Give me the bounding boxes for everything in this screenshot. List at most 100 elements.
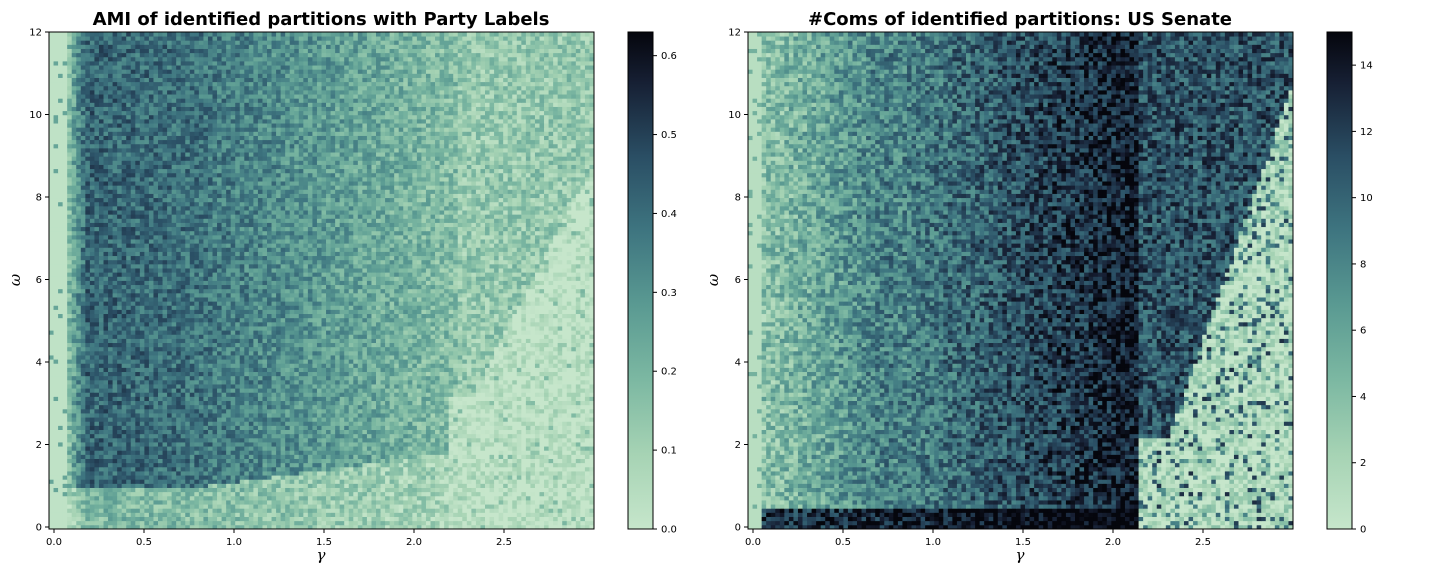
heatmap-cell (326, 379, 331, 385)
heatmap-cell (344, 417, 350, 422)
heatmap-cell (230, 495, 236, 501)
heatmap-cell (389, 487, 395, 493)
heatmap-cell (425, 500, 431, 505)
heatmap-cell (575, 413, 581, 418)
heatmap-cell (180, 421, 186, 426)
heatmap-cell (76, 454, 82, 459)
heatmap-cell (339, 491, 345, 497)
heatmap-cell (212, 375, 218, 381)
heatmap-cell (321, 454, 327, 459)
heatmap-cell (503, 437, 509, 443)
heatmap-cell (507, 508, 513, 513)
heatmap-cell (480, 417, 486, 422)
heatmap-cell (566, 404, 572, 410)
heatmap-cell (407, 479, 413, 484)
heatmap-cell (135, 400, 141, 406)
heatmap-cell (135, 413, 141, 418)
heatmap-cell (253, 516, 259, 522)
heatmap-cell (312, 462, 318, 468)
heatmap-cell (298, 392, 304, 397)
heatmap-cell (366, 421, 372, 426)
heatmap-cell (376, 442, 381, 447)
heatmap-cell (289, 500, 295, 505)
heatmap-cell (435, 425, 440, 430)
heatmap-cell (412, 388, 418, 393)
heatmap-cell (580, 458, 586, 464)
heatmap-cell (326, 495, 331, 501)
heatmap-cell (126, 355, 132, 360)
heatmap-cell (298, 371, 304, 377)
heatmap-cell (439, 425, 445, 430)
heatmap-cell (380, 388, 386, 393)
heatmap-cell (534, 462, 540, 468)
heatmap-cell (466, 359, 472, 364)
heatmap-cell (98, 520, 104, 526)
heatmap-cell (80, 421, 86, 426)
heatmap-cell (135, 524, 141, 530)
heatmap-cell (425, 483, 431, 488)
heatmap-cell (307, 479, 313, 484)
heatmap-cell (430, 454, 436, 459)
heatmap-cell (430, 483, 436, 488)
heatmap-cell (498, 471, 504, 476)
heatmap-cell (357, 516, 363, 522)
heatmap-cell (49, 384, 54, 389)
heatmap-cell (589, 367, 595, 373)
heatmap-cell (253, 458, 259, 464)
heatmap-cell (153, 363, 159, 368)
heatmap-cell (435, 471, 440, 476)
heatmap-cell (126, 475, 132, 480)
heatmap-cell (416, 504, 422, 509)
heatmap-cell (185, 495, 191, 501)
heatmap-cell (485, 367, 490, 373)
heatmap-cell (298, 491, 304, 497)
heatmap-cell (530, 475, 536, 480)
heatmap-cell (294, 520, 300, 526)
heatmap-cell (98, 512, 104, 517)
heatmap-cell (303, 429, 309, 435)
heatmap-cell (544, 524, 549, 530)
heatmap-cell (525, 421, 531, 426)
heatmap-cell (103, 355, 109, 360)
heatmap-cell (507, 384, 513, 389)
heatmap-cell (257, 520, 263, 526)
heatmap-cell (330, 520, 336, 526)
heatmap-cell (144, 504, 150, 509)
heatmap-cell (475, 433, 481, 439)
heatmap-cell (253, 425, 259, 430)
heatmap-cell (339, 508, 345, 513)
heatmap-cell (253, 367, 259, 373)
heatmap-cell (117, 392, 123, 397)
heatmap-cell (562, 446, 568, 451)
heatmap-cell (130, 421, 136, 426)
heatmap-cell (49, 417, 54, 422)
heatmap-cell (525, 392, 531, 397)
heatmap-cell (562, 483, 568, 488)
heatmap-cell (194, 384, 200, 389)
heatmap-cell (489, 471, 495, 476)
heatmap-cell (203, 433, 209, 439)
heatmap-cell (217, 512, 222, 517)
heatmap-cell (453, 479, 459, 484)
heatmap-cell (398, 442, 404, 447)
heatmap-cell (271, 379, 277, 385)
heatmap-cell (316, 504, 322, 509)
heatmap-cell (203, 491, 209, 497)
heatmap-cell (135, 479, 141, 484)
heatmap-cell (471, 392, 477, 397)
heatmap-cell (485, 454, 490, 459)
heatmap-cell (321, 379, 327, 385)
heatmap-cell (112, 475, 118, 480)
heatmap-cell (117, 400, 123, 406)
heatmap-cell (466, 487, 472, 493)
heatmap-cell (98, 421, 104, 426)
heatmap-cell (108, 516, 113, 522)
heatmap-cell (507, 446, 513, 451)
heatmap-cell (226, 404, 232, 410)
heatmap-cell (148, 487, 154, 493)
heatmap-cell (326, 392, 331, 397)
heatmap-cell (357, 520, 363, 526)
heatmap-cell (521, 504, 527, 509)
heatmap-cell (525, 508, 531, 513)
heatmap-cell (544, 404, 549, 410)
